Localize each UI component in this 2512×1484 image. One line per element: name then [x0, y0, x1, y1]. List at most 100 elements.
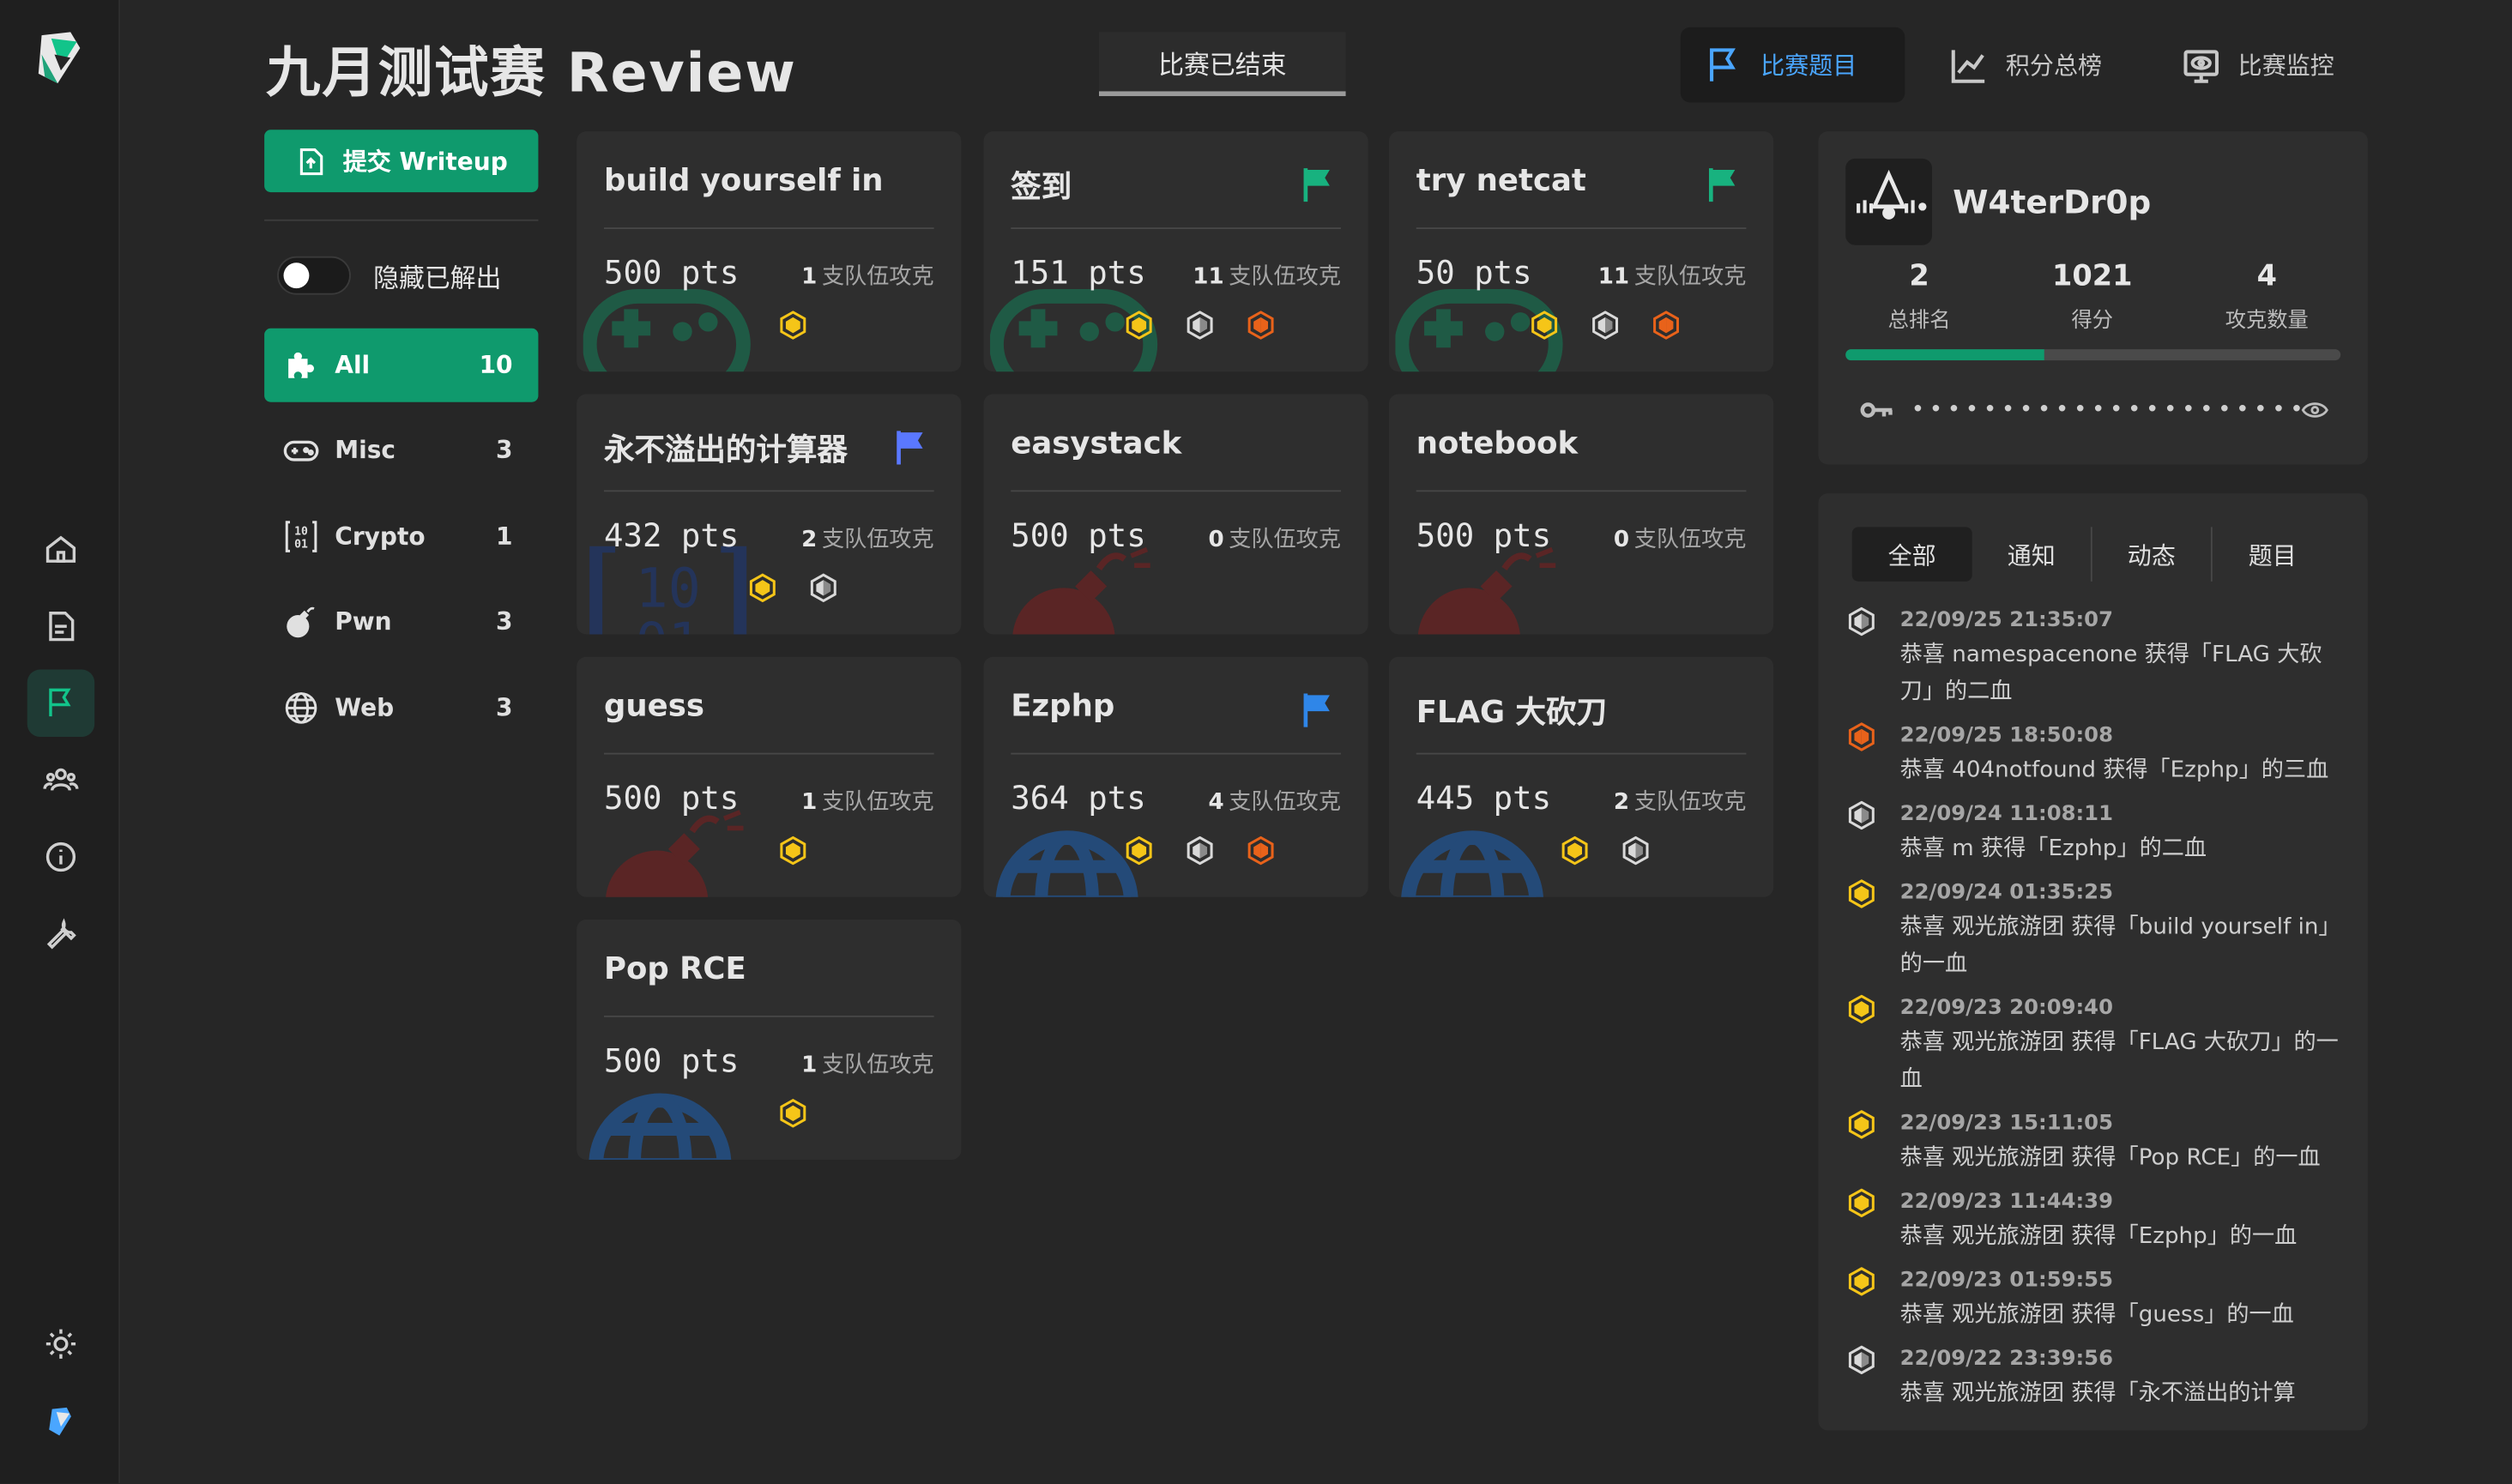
silver-blood-icon	[1847, 800, 1876, 830]
category-label: Misc	[335, 435, 396, 465]
svg-text:01: 01	[294, 539, 308, 552]
game-status-badge: 比赛已结束	[1099, 32, 1346, 97]
notice-panel: 全部 通知 动态 题目 22/09/25 21:35:07 恭喜 namespac…	[1818, 493, 2368, 1431]
challenge-card[interactable]: 签到 151 pts 11 支队伍攻克	[983, 131, 1368, 372]
app-logo-icon[interactable]	[29, 26, 90, 90]
team-progress-fill	[1845, 349, 2044, 361]
score-label: 得分	[2071, 309, 2114, 334]
gold-blood-icon	[1125, 836, 1154, 866]
blood-badges	[1464, 311, 1747, 340]
challenge-card[interactable]: Ezphp 364 pts 4 支队伍攻克	[983, 656, 1368, 897]
solve-label: 支队伍攻克	[1633, 264, 1747, 290]
blood-badges	[652, 573, 934, 603]
challenge-title: FLAG 大砍刀	[1416, 695, 1607, 731]
tab-label: 比赛题目	[1760, 51, 1857, 81]
notice-tab-events[interactable]: 动态	[2092, 527, 2213, 582]
challenge-card[interactable]: guess 500 pts 1 支队伍攻克	[577, 656, 962, 897]
category-misc[interactable]: Misc 3	[264, 413, 538, 487]
solve-count: 1	[801, 1052, 818, 1078]
eye-icon[interactable]	[2301, 395, 2330, 425]
svg-text:10: 10	[294, 526, 308, 539]
gold-blood-icon	[779, 836, 808, 866]
challenge-points: 151 pts	[1011, 253, 1146, 292]
bronze-blood-icon	[1652, 311, 1681, 340]
challenge-title: easystack	[1011, 425, 1182, 461]
challenge-card[interactable]: build yourself in 500 pts 1 支队伍攻克	[577, 131, 962, 372]
category-crypto[interactable]: 10 01 Crypto 1	[264, 500, 538, 574]
challenge-card[interactable]: Pop RCE 500 pts 1 支队伍攻克	[577, 919, 962, 1160]
gold-blood-icon	[1847, 1188, 1876, 1218]
solved-label: 攻克数量	[2225, 309, 2309, 334]
blood-badges	[1059, 311, 1341, 340]
home-icon[interactable]	[27, 516, 94, 582]
games-flag-icon[interactable]	[27, 669, 95, 737]
tab-scoreboard[interactable]: 积分总榜	[1926, 27, 2128, 103]
challenge-solves: 11 支队伍攻克	[1598, 260, 1747, 292]
solve-count: 0	[1208, 527, 1224, 553]
notice-text: 恭喜 观光旅游团 获得「FLAG 大砍刀」的一血	[1899, 1029, 2339, 1093]
challenge-solves: 11 支队伍攻克	[1193, 260, 1341, 292]
notice-time: 22/09/25 21:35:07	[1899, 608, 2113, 633]
rank-value: 2	[1909, 259, 1929, 293]
rank-stat: 2 总排名	[1839, 260, 2000, 334]
teams-icon[interactable]	[27, 746, 94, 813]
notice-tab-challenges[interactable]: 题目	[2248, 540, 2297, 570]
category-count: 3	[496, 435, 513, 465]
notice-time: 22/09/23 15:11:05	[1899, 1111, 2113, 1136]
gold-blood-icon	[1125, 311, 1154, 340]
page-title: 九月测试赛 Review	[265, 41, 797, 106]
solve-label: 支队伍攻克	[821, 1052, 934, 1078]
info-icon[interactable]	[27, 823, 94, 890]
key-icon	[1860, 402, 1893, 418]
wrench-icon[interactable]	[27, 900, 94, 967]
notice-tab-all[interactable]: 全部	[1851, 527, 1972, 582]
challenge-solves: 1 支队伍攻克	[801, 1047, 934, 1079]
notice-item: 22/09/23 01:59:55 恭喜 观光旅游团 获得「guess」的一血	[1847, 1265, 2353, 1334]
solve-count: 2	[801, 527, 818, 553]
team-token-masked: ••••••••••••••••••••••••••••••	[1911, 397, 2301, 423]
team-token-row: ••••••••••••••••••••••••••••••	[1857, 391, 2329, 430]
gold-blood-icon	[1847, 1267, 1876, 1296]
category-web[interactable]: Web 3	[264, 671, 538, 745]
challenge-points: 500 pts	[603, 1041, 740, 1080]
challenge-solves: 1 支队伍攻克	[801, 785, 934, 817]
challenge-card[interactable]: notebook 500 pts 0 支队伍攻克	[1388, 394, 1774, 635]
category-label: Web	[335, 693, 395, 723]
challenge-card[interactable]: FLAG 大砍刀 445 pts 2 支队伍攻克	[1388, 656, 1774, 897]
category-pwn[interactable]: Pwn 3	[264, 585, 538, 659]
category-label: All	[335, 350, 371, 380]
tab-label: 积分总榜	[2005, 51, 2102, 81]
pwn-watermark-icon	[1012, 546, 1150, 635]
solved-flag-icon	[1303, 168, 1330, 202]
notice-tab-notice[interactable]: 通知	[1972, 527, 2092, 582]
solved-flag-icon	[897, 431, 923, 465]
gold-blood-icon	[779, 1098, 808, 1128]
hide-solved-toggle[interactable]	[277, 256, 351, 295]
notice-item: 22/09/24 01:35:25 恭喜 观光旅游团 获得「build yours…	[1847, 878, 2353, 983]
tab-monitor[interactable]: 比赛监控	[2158, 27, 2359, 103]
gold-blood-icon	[1847, 1110, 1876, 1139]
challenge-card[interactable]: try netcat 50 pts 11 支队伍攻克	[1388, 131, 1774, 372]
challenge-points: 445 pts	[1416, 778, 1552, 817]
team-card: W4terDr0p 2 总排名 1021 得分 4 攻克数量 •••••••••…	[1818, 131, 2368, 465]
theme-toggle-icon[interactable]	[27, 1310, 94, 1377]
tab-challenges[interactable]: 比赛题目	[1680, 27, 1905, 103]
gold-blood-icon	[1847, 994, 1876, 1024]
silver-blood-icon	[1847, 606, 1876, 636]
user-avatar-icon[interactable]	[27, 1387, 94, 1454]
category-all[interactable]: All 10	[264, 328, 539, 402]
svg-text:01: 01	[635, 611, 700, 634]
notice-feed: 22/09/25 21:35:07 恭喜 namespacenone 获得「FLA…	[1847, 606, 2353, 1422]
challenge-points: 500 pts	[603, 253, 740, 292]
challenge-card[interactable]: easystack 500 pts 0 支队伍攻克	[983, 394, 1368, 635]
notice-text: 恭喜 观光旅游团 获得「永不溢出的计算	[1899, 1380, 2296, 1407]
globe-icon	[282, 689, 321, 727]
web-watermark-icon	[589, 1093, 732, 1160]
solve-count: 4	[1208, 789, 1224, 816]
document-icon[interactable]	[27, 593, 94, 660]
chart-line-icon	[1951, 49, 1985, 82]
submit-writeup-button[interactable]: 提交 Writeup	[264, 130, 539, 193]
web-watermark-icon	[1401, 830, 1543, 897]
